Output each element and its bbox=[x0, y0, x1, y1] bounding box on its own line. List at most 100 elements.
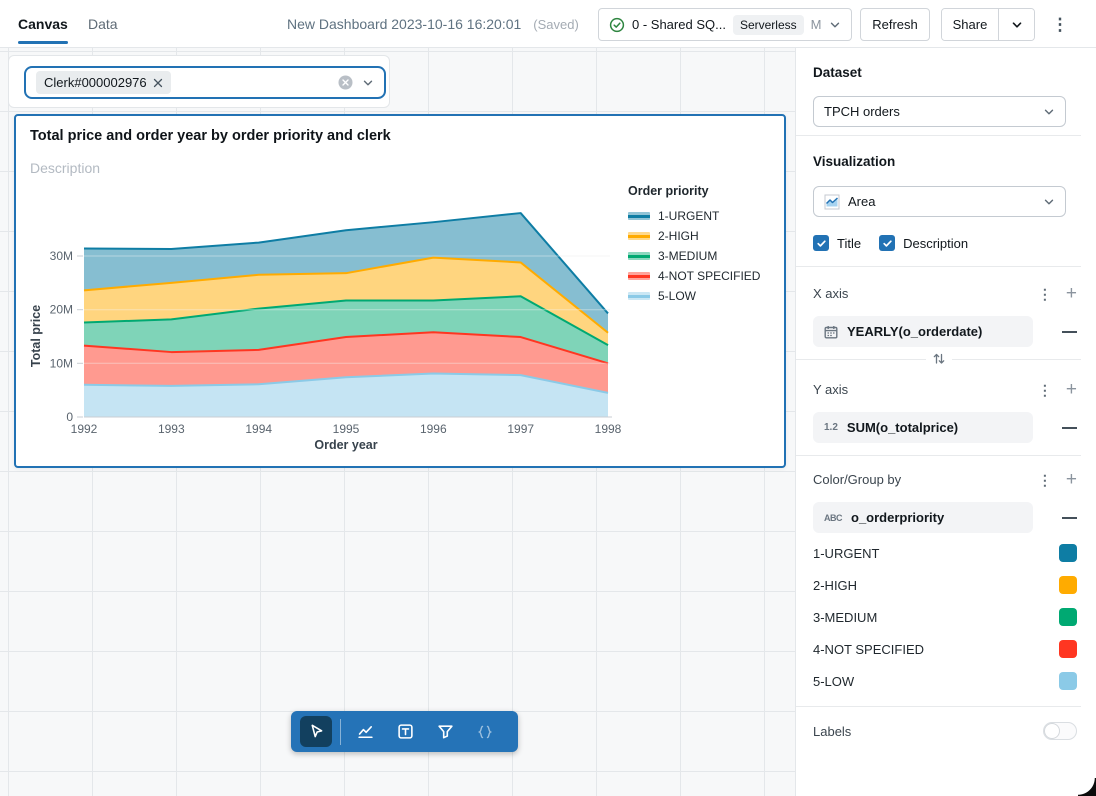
visualization-section-label: Visualization bbox=[813, 154, 895, 169]
swap-axes-wrap bbox=[796, 359, 1081, 369]
legend-item[interactable]: 3-MEDIUM bbox=[628, 246, 780, 266]
checkbox-checked-icon bbox=[879, 235, 895, 251]
share-dropdown-button[interactable] bbox=[998, 9, 1034, 40]
labels-label: Labels bbox=[813, 724, 851, 739]
x-tick: 1995 bbox=[333, 422, 360, 436]
x-tick: 1994 bbox=[245, 422, 272, 436]
overflow-menu-button[interactable]: ⋮ bbox=[1044, 8, 1076, 41]
labels-row: Labels bbox=[813, 722, 1077, 740]
color-group-label: Color/Group by bbox=[813, 472, 901, 487]
curly-braces-icon bbox=[476, 724, 494, 740]
swap-arrows-icon bbox=[932, 351, 946, 366]
chip-remove-icon[interactable] bbox=[153, 78, 163, 88]
filter-select[interactable]: Clerk#000002976 bbox=[24, 66, 386, 99]
category-color-swatch[interactable] bbox=[1059, 640, 1077, 658]
filter-funnel-icon bbox=[437, 723, 454, 740]
y-axis-remove-icon[interactable] bbox=[1062, 427, 1077, 429]
legend-item[interactable]: 4-NOT SPECIFIED bbox=[628, 266, 780, 286]
tab-data[interactable]: Data bbox=[88, 0, 118, 48]
add-text-button[interactable] bbox=[385, 716, 425, 747]
x-tick: 1997 bbox=[507, 422, 534, 436]
x-tick: 1993 bbox=[158, 422, 185, 436]
top-bar: Canvas Data New Dashboard 2023-10-16 16:… bbox=[0, 0, 1096, 48]
x-axis-field-pill[interactable]: YEARLY(o_orderdate) bbox=[813, 316, 1033, 347]
chevron-down-icon bbox=[829, 19, 841, 31]
clear-all-icon[interactable] bbox=[338, 75, 353, 90]
dashboard-canvas[interactable]: Clerk#000002976 Total price and order ye… bbox=[0, 48, 795, 796]
code-tool-button[interactable] bbox=[465, 716, 505, 747]
visualization-select[interactable]: Area bbox=[813, 186, 1066, 217]
description-checkbox[interactable]: Description bbox=[879, 235, 968, 251]
legend-swatch bbox=[628, 252, 650, 260]
tab-canvas[interactable]: Canvas bbox=[18, 0, 68, 48]
toggle-knob bbox=[1044, 723, 1060, 739]
x-axis-add-icon[interactable]: + bbox=[1066, 284, 1077, 303]
legend-swatch bbox=[628, 232, 650, 240]
chevron-down-icon bbox=[1043, 196, 1055, 208]
description-checkbox-label: Description bbox=[903, 236, 968, 251]
share-label: Share bbox=[953, 17, 988, 32]
share-button[interactable]: Share bbox=[942, 9, 998, 40]
category-label: 3-MEDIUM bbox=[813, 610, 877, 625]
visualization-select-value: Area bbox=[848, 194, 875, 209]
category-color-swatch[interactable] bbox=[1059, 576, 1077, 594]
dashboard-title-row: New Dashboard 2023-10-16 16:20:01 (Saved… bbox=[287, 0, 579, 48]
category-color-row: 1-URGENT bbox=[813, 544, 1077, 562]
refresh-button[interactable]: Refresh bbox=[860, 8, 930, 41]
y-axis-menu-icon[interactable]: ⋮ bbox=[1038, 383, 1052, 397]
y-axis-title: Total price bbox=[29, 305, 43, 367]
dataset-section-label: Dataset bbox=[813, 65, 862, 80]
legend-item[interactable]: 5-LOW bbox=[628, 286, 780, 306]
y-tick: 30M bbox=[50, 249, 73, 263]
chart-widget[interactable]: Total price and order year by order prio… bbox=[14, 114, 786, 468]
warehouse-running-icon bbox=[609, 17, 625, 33]
warehouse-selector[interactable]: 0 - Shared SQ... Serverless M bbox=[598, 8, 852, 41]
color-group-field-pill[interactable]: ABC o_orderpriority bbox=[813, 502, 1033, 533]
dataset-select[interactable]: TPCH orders bbox=[813, 96, 1066, 127]
filter-select-controls bbox=[338, 75, 374, 90]
tab-canvas-label: Canvas bbox=[18, 16, 68, 32]
config-sidebar: Dataset TPCH orders Visualization Area T… bbox=[795, 48, 1096, 796]
cursor-icon bbox=[308, 723, 325, 740]
legend-item[interactable]: 1-URGENT bbox=[628, 206, 780, 226]
legend-item[interactable]: 2-HIGH bbox=[628, 226, 780, 246]
color-group-field-row: ABC o_orderpriority bbox=[813, 502, 1077, 533]
add-filter-button[interactable] bbox=[425, 716, 465, 747]
labels-toggle[interactable] bbox=[1043, 722, 1077, 740]
category-color-row: 3-MEDIUM bbox=[813, 608, 1077, 626]
x-axis-menu-icon[interactable]: ⋮ bbox=[1038, 287, 1052, 301]
add-visualization-button[interactable] bbox=[345, 716, 385, 747]
filter-chip[interactable]: Clerk#000002976 bbox=[36, 71, 171, 94]
x-axis-label: X axis bbox=[813, 286, 848, 301]
x-axis-section-header: X axis ⋮ + bbox=[813, 284, 1077, 303]
saved-status: (Saved) bbox=[533, 17, 579, 32]
category-color-swatch[interactable] bbox=[1059, 608, 1077, 626]
dashboard-title[interactable]: New Dashboard 2023-10-16 16:20:01 bbox=[287, 16, 521, 32]
color-group-remove-icon[interactable] bbox=[1062, 517, 1077, 519]
x-axis: 1992 1993 1994 1995 1996 1997 1998 Order… bbox=[71, 417, 622, 452]
y-axis-add-icon[interactable]: + bbox=[1066, 380, 1077, 399]
chevron-down-icon[interactable] bbox=[362, 77, 374, 89]
x-axis-remove-icon[interactable] bbox=[1062, 331, 1077, 333]
text-box-icon bbox=[397, 723, 414, 740]
window-rounded-corner bbox=[1078, 778, 1096, 796]
y-axis-field-row: 1.2 SUM(o_totalprice) bbox=[813, 412, 1077, 443]
filter-widget[interactable]: Clerk#000002976 bbox=[8, 55, 390, 108]
legend-label: 3-MEDIUM bbox=[658, 249, 717, 263]
color-group-add-icon[interactable]: + bbox=[1066, 470, 1077, 489]
area-chart-icon bbox=[824, 194, 840, 210]
category-color-row: 5-LOW bbox=[813, 672, 1077, 690]
section-divider bbox=[796, 455, 1081, 456]
warehouse-name: 0 - Shared SQ... bbox=[632, 17, 726, 32]
x-tick: 1998 bbox=[595, 422, 622, 436]
legend-title: Order priority bbox=[628, 184, 780, 198]
color-group-menu-icon[interactable]: ⋮ bbox=[1038, 473, 1052, 487]
swap-axes-button[interactable] bbox=[926, 351, 952, 369]
category-color-swatch[interactable] bbox=[1059, 544, 1077, 562]
dataset-select-value: TPCH orders bbox=[824, 104, 900, 119]
toolbar-divider bbox=[340, 719, 341, 745]
category-color-swatch[interactable] bbox=[1059, 672, 1077, 690]
select-tool-button[interactable] bbox=[300, 716, 332, 747]
y-axis-field-pill[interactable]: 1.2 SUM(o_totalprice) bbox=[813, 412, 1033, 443]
title-checkbox[interactable]: Title bbox=[813, 235, 861, 251]
